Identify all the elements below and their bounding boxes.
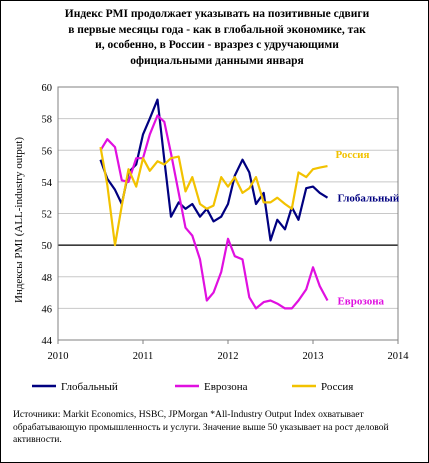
series-layer — [99, 98, 329, 310]
series-line-3 — [99, 146, 328, 247]
series-label-3: Россия — [335, 149, 369, 161]
chart-title: Индекс PMI продолжает указывать на позит… — [64, 8, 370, 67]
x-tick-label: 2014 — [388, 351, 410, 362]
x-axis-ticks: 2010 2011 2012 2013 2014 — [48, 340, 410, 362]
y-tick-label: 52 — [42, 210, 53, 221]
legend-label-1: Глобальный — [61, 381, 118, 393]
y-tick-label: 60 — [42, 83, 53, 94]
x-tick-label: 2012 — [218, 351, 239, 362]
y-tick-label: 56 — [42, 146, 53, 157]
legend-label-3: Россия — [321, 381, 353, 393]
x-tick-label: 2010 — [48, 351, 69, 362]
y-tick-label: 58 — [42, 115, 53, 126]
y-tick-label: 48 — [42, 273, 53, 284]
series-line-2 — [99, 114, 329, 310]
series-line-1 — [99, 98, 329, 242]
y-tick-label: 54 — [42, 178, 53, 189]
y-tick-label: 50 — [42, 241, 53, 252]
y-axis-label: Индексы PMI (ALL-industry output) — [13, 137, 25, 303]
series-labels: Глобальный Еврозона Россия — [335, 149, 399, 307]
series-label-1: Глобальный — [337, 193, 399, 205]
x-tick-label: 2013 — [303, 351, 324, 362]
source-note: Источники: Markit Economics, HSBC, JPMor… — [13, 409, 389, 445]
legend-label-2: Еврозона — [204, 381, 248, 393]
y-tick-label: 44 — [42, 336, 53, 347]
y-tick-label: 46 — [42, 304, 53, 315]
series-label-2: Еврозона — [337, 295, 384, 307]
legend: Глобальный Еврозона Россия — [32, 381, 353, 393]
y-axis-ticks: 44 46 48 50 52 54 56 58 60 — [42, 83, 53, 347]
x-tick-label: 2011 — [133, 351, 154, 362]
grid-layer — [58, 118, 398, 309]
